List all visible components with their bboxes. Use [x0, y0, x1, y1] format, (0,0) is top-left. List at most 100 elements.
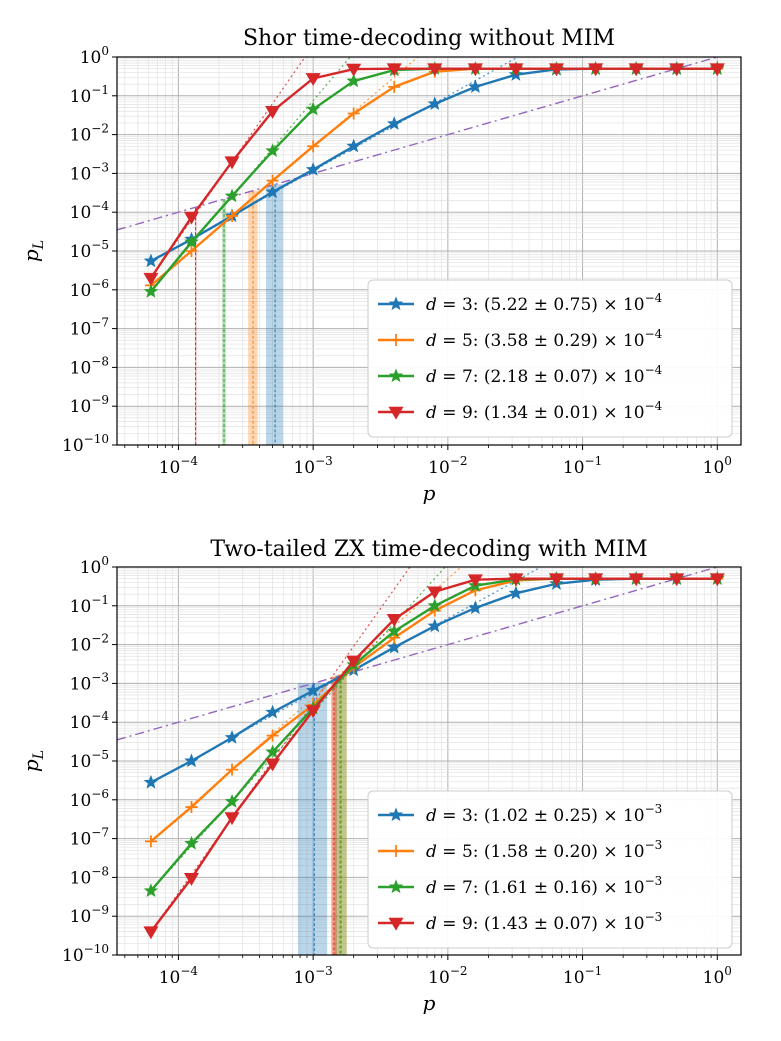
- x-tick-label: 100: [703, 964, 732, 988]
- data-point: [386, 613, 402, 627]
- data-point: [143, 272, 159, 286]
- data-point: [346, 655, 362, 669]
- y-tick-label: 10−9: [70, 393, 109, 417]
- legend-entry-d5: d = 5: (3.58 ± 0.29) × 10−4: [378, 327, 663, 351]
- y-tick-label: 10−7: [70, 826, 109, 850]
- fit-line-d5: [150, 567, 462, 842]
- data-point: [144, 835, 157, 848]
- data-point: [143, 883, 159, 898]
- data-point: [143, 926, 159, 940]
- threshold-band-d9: [331, 677, 337, 955]
- y-tick-label: 10−6: [70, 787, 109, 811]
- series-d9: [143, 573, 725, 940]
- legend-entry-d9: d = 9: (1.34 ± 0.01) × 10−4: [378, 399, 663, 423]
- legend-label: d = 9: (1.34 ± 0.01) × 10−4: [426, 399, 663, 423]
- legend-label: d = 3: (5.22 ± 0.75) × 10−4: [426, 291, 663, 315]
- legend-label: d = 3: (1.02 ± 0.25) × 10−3: [426, 802, 662, 826]
- data-point: [467, 574, 483, 588]
- data-point: [265, 758, 281, 772]
- data-point: [468, 600, 483, 615]
- chart-title: Two-tailed ZX time-decoding with MIM: [210, 537, 647, 562]
- data-point: [305, 705, 321, 719]
- data-point: [427, 618, 443, 633]
- chart-panel-bottom: 10−4 10−3 10−2 10−1 100 10−10 10−9 10−8 10−7 10−6…: [19, 537, 742, 1015]
- data-point: [346, 138, 361, 153]
- data-point: [669, 573, 685, 587]
- legend-marker: [390, 334, 402, 346]
- ticks: 10−4 10−3 10−2 10−1 100 10−10 10−9 10−8 10−7 10−6…: [62, 44, 732, 478]
- y-tick-label: 10−4: [70, 709, 110, 733]
- y-tick-label: 10−5: [70, 238, 109, 262]
- legend-entry-d3: d = 3: (5.22 ± 0.75) × 10−4: [378, 291, 663, 315]
- data-point: [265, 704, 280, 719]
- threshold-band-d7: [334, 675, 347, 955]
- data-point: [387, 116, 402, 130]
- data-point: [183, 211, 199, 225]
- legend-label: d = 7: (1.61 ± 0.16) × 10−3: [426, 874, 662, 898]
- data-point: [184, 234, 199, 249]
- legend-marker: [388, 296, 404, 311]
- y-tick-label: 10−8: [70, 354, 109, 378]
- y-tick-label: 10−10: [62, 432, 109, 456]
- grid: [117, 566, 741, 956]
- legend-marker: [390, 845, 402, 857]
- data-point: [224, 793, 240, 808]
- legend-label: d = 9: (1.43 ± 0.07) × 10−3: [426, 910, 662, 934]
- legend-box: [367, 279, 733, 438]
- data-point: [224, 188, 240, 203]
- ticks: 10−4 10−3 10−2 10−1 100 10−10 10−9 10−8 10−7 10−6…: [62, 554, 732, 988]
- y-tick-label: 10−1: [70, 593, 109, 617]
- data-point: [427, 598, 443, 612]
- y-axis-label: pL: [19, 750, 47, 772]
- legend-label: d = 5: (1.58 ± 0.20) × 10−3: [426, 838, 662, 862]
- y-tick-label: 10−6: [70, 277, 109, 301]
- x-axis-label: p: [423, 991, 436, 1015]
- data-point: [669, 63, 685, 77]
- legend: d = 3: (1.02 ± 0.25) × 10−3 d = 5: (1.58 …: [367, 790, 733, 949]
- chart-title: Shor time-decoding without MIM: [243, 26, 615, 51]
- data-point: [265, 744, 280, 759]
- reference-line: [117, 567, 718, 741]
- legend-label: d = 7: (2.18 ± 0.07) × 10−4: [426, 363, 663, 387]
- data-point: [307, 140, 320, 153]
- y-tick-label: 10−2: [70, 122, 109, 146]
- data-point: [224, 730, 240, 744]
- data-point: [305, 101, 321, 116]
- data-point: [709, 63, 725, 77]
- x-tick-label: 10−4: [159, 454, 199, 478]
- legend: d = 3: (5.22 ± 0.75) × 10−4 d = 5: (3.58 …: [367, 279, 733, 438]
- legend-entry-d7: d = 7: (2.18 ± 0.07) × 10−4: [378, 363, 663, 387]
- data-point: [387, 639, 402, 654]
- x-tick-label: 10−2: [428, 964, 467, 988]
- x-tick-label: 10−1: [563, 454, 602, 478]
- data-point: [224, 812, 240, 826]
- data-point: [184, 753, 199, 768]
- legend-marker: [388, 406, 404, 420]
- threshold-band-d5: [331, 675, 347, 955]
- x-tick-label: 10−2: [428, 454, 467, 478]
- data-point: [305, 73, 321, 87]
- data-point: [588, 63, 604, 77]
- y-tick-label: 10−3: [70, 160, 109, 184]
- data-point: [628, 63, 644, 77]
- x-tick-label: 10−3: [293, 964, 332, 988]
- plot-content: [117, 57, 725, 445]
- data-point: [185, 801, 198, 814]
- legend-box: [367, 790, 733, 949]
- data-point: [508, 63, 524, 77]
- legend-entry-d9: d = 9: (1.43 ± 0.07) × 10−3: [378, 910, 662, 934]
- y-tick-label: 100: [80, 44, 109, 68]
- data-point: [305, 162, 321, 176]
- series-d9: [143, 63, 725, 286]
- data-point: [226, 209, 239, 222]
- y-tick-label: 10−5: [70, 748, 109, 772]
- y-tick-label: 10−2: [70, 632, 109, 656]
- legend-entry-d7: d = 7: (1.61 ± 0.16) × 10−3: [378, 874, 662, 898]
- legend-marker: [388, 879, 404, 894]
- x-tick-label: 10−1: [563, 964, 602, 988]
- data-point: [265, 105, 281, 119]
- data-point: [266, 174, 279, 187]
- data-point: [265, 184, 280, 199]
- data-point: [468, 79, 483, 94]
